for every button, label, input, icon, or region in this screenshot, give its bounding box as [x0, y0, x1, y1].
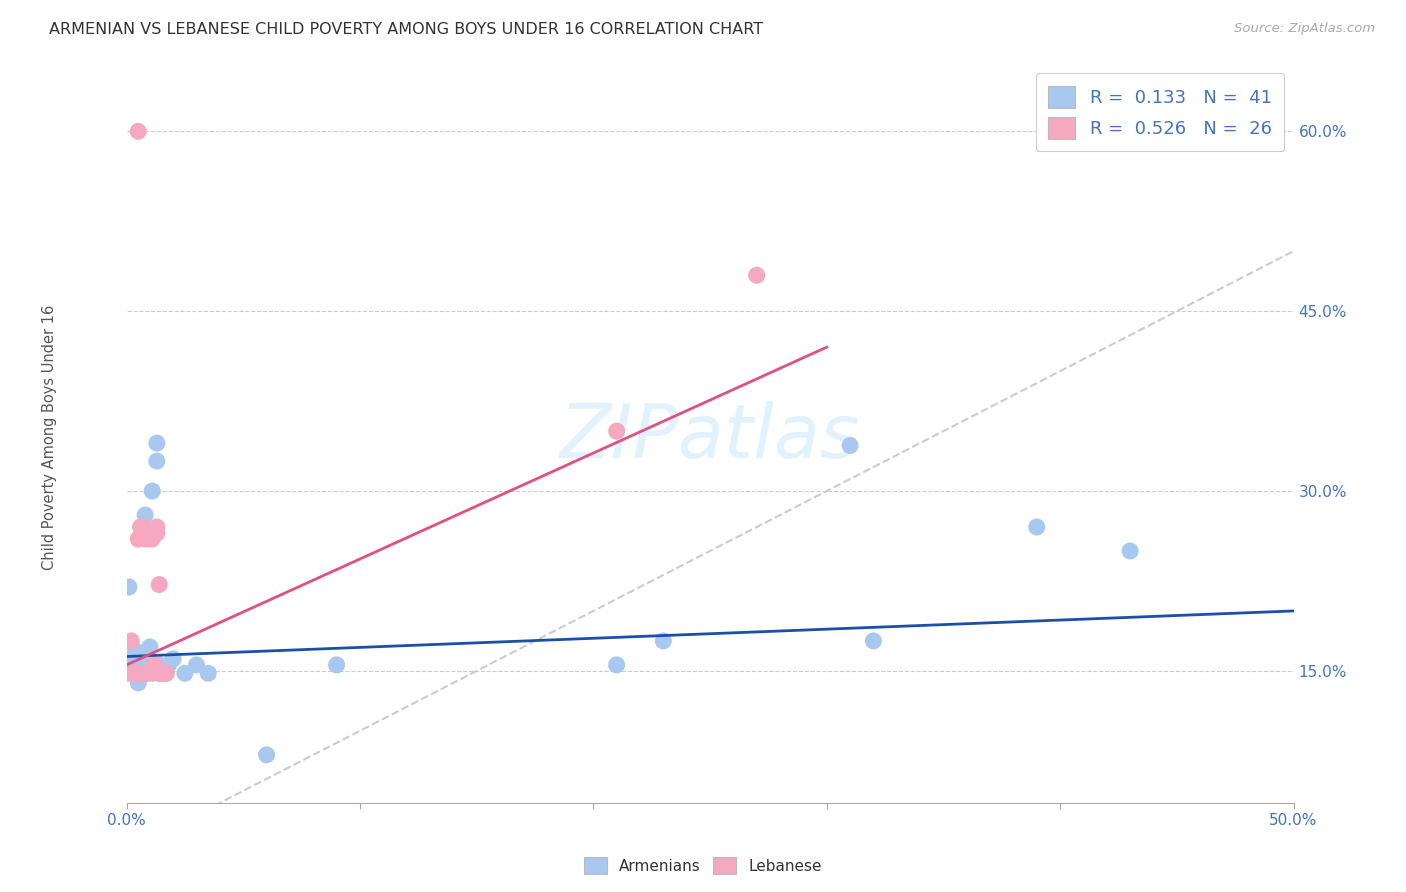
Point: [134, 532, 156, 546]
Point: [139, 640, 162, 654]
Point: [652, 634, 675, 648]
Point: [122, 666, 145, 681]
Point: [122, 657, 145, 672]
Point: [862, 634, 884, 648]
Point: [136, 654, 159, 668]
Text: ZIPatlas: ZIPatlas: [560, 401, 860, 473]
Point: [256, 747, 278, 762]
Point: [127, 676, 149, 690]
Point: [150, 666, 173, 681]
Point: [118, 666, 141, 681]
Point: [153, 666, 176, 681]
Point: [153, 666, 176, 681]
Point: [134, 666, 156, 681]
Point: [127, 666, 149, 681]
Point: [146, 520, 169, 534]
Point: [125, 666, 148, 681]
Point: [141, 666, 163, 681]
Point: [186, 657, 208, 672]
Text: Source: ZipAtlas.com: Source: ZipAtlas.com: [1234, 22, 1375, 36]
Point: [127, 661, 149, 675]
Point: [1025, 520, 1047, 534]
Point: [132, 520, 155, 534]
Point: [146, 526, 169, 541]
Point: [1119, 544, 1142, 558]
Point: [745, 268, 768, 283]
Point: [606, 657, 628, 672]
Point: [839, 438, 862, 452]
Point: [118, 580, 141, 594]
Point: [141, 483, 163, 498]
Point: [127, 652, 149, 666]
Text: ARMENIAN VS LEBANESE CHILD POVERTY AMONG BOYS UNDER 16 CORRELATION CHART: ARMENIAN VS LEBANESE CHILD POVERTY AMONG…: [49, 22, 763, 37]
Point: [129, 520, 152, 534]
Point: [606, 424, 628, 438]
Point: [197, 666, 219, 681]
Point: [132, 661, 155, 675]
Point: [141, 532, 163, 546]
Point: [155, 666, 177, 681]
Y-axis label: Child Poverty Among Boys Under 16: Child Poverty Among Boys Under 16: [42, 304, 58, 570]
Point: [132, 646, 155, 660]
Point: [120, 634, 142, 648]
Point: [150, 666, 173, 681]
Point: [132, 666, 155, 681]
Point: [136, 666, 159, 681]
Point: [146, 436, 169, 450]
Point: [125, 652, 148, 666]
Point: [136, 532, 159, 546]
Point: [148, 657, 170, 672]
Legend: R =  0.133   N =  41, R =  0.526   N =  26: R = 0.133 N = 41, R = 0.526 N = 26: [1036, 73, 1285, 152]
Legend: Armenians, Lebanese: Armenians, Lebanese: [578, 851, 828, 880]
Point: [127, 532, 149, 546]
Point: [143, 657, 166, 672]
Point: [146, 454, 169, 468]
Point: [162, 652, 184, 666]
Point: [174, 666, 197, 681]
Point: [134, 661, 156, 675]
Point: [127, 124, 149, 138]
Point: [148, 666, 170, 681]
Point: [129, 670, 152, 684]
Point: [120, 657, 142, 672]
Point: [148, 577, 170, 591]
Point: [157, 657, 180, 672]
Point: [325, 657, 347, 672]
Point: [155, 666, 177, 681]
Point: [122, 666, 145, 681]
Point: [148, 666, 170, 681]
Point: [139, 526, 162, 541]
Point: [122, 642, 145, 657]
Point: [143, 664, 166, 678]
Point: [125, 666, 148, 681]
Point: [134, 508, 156, 522]
